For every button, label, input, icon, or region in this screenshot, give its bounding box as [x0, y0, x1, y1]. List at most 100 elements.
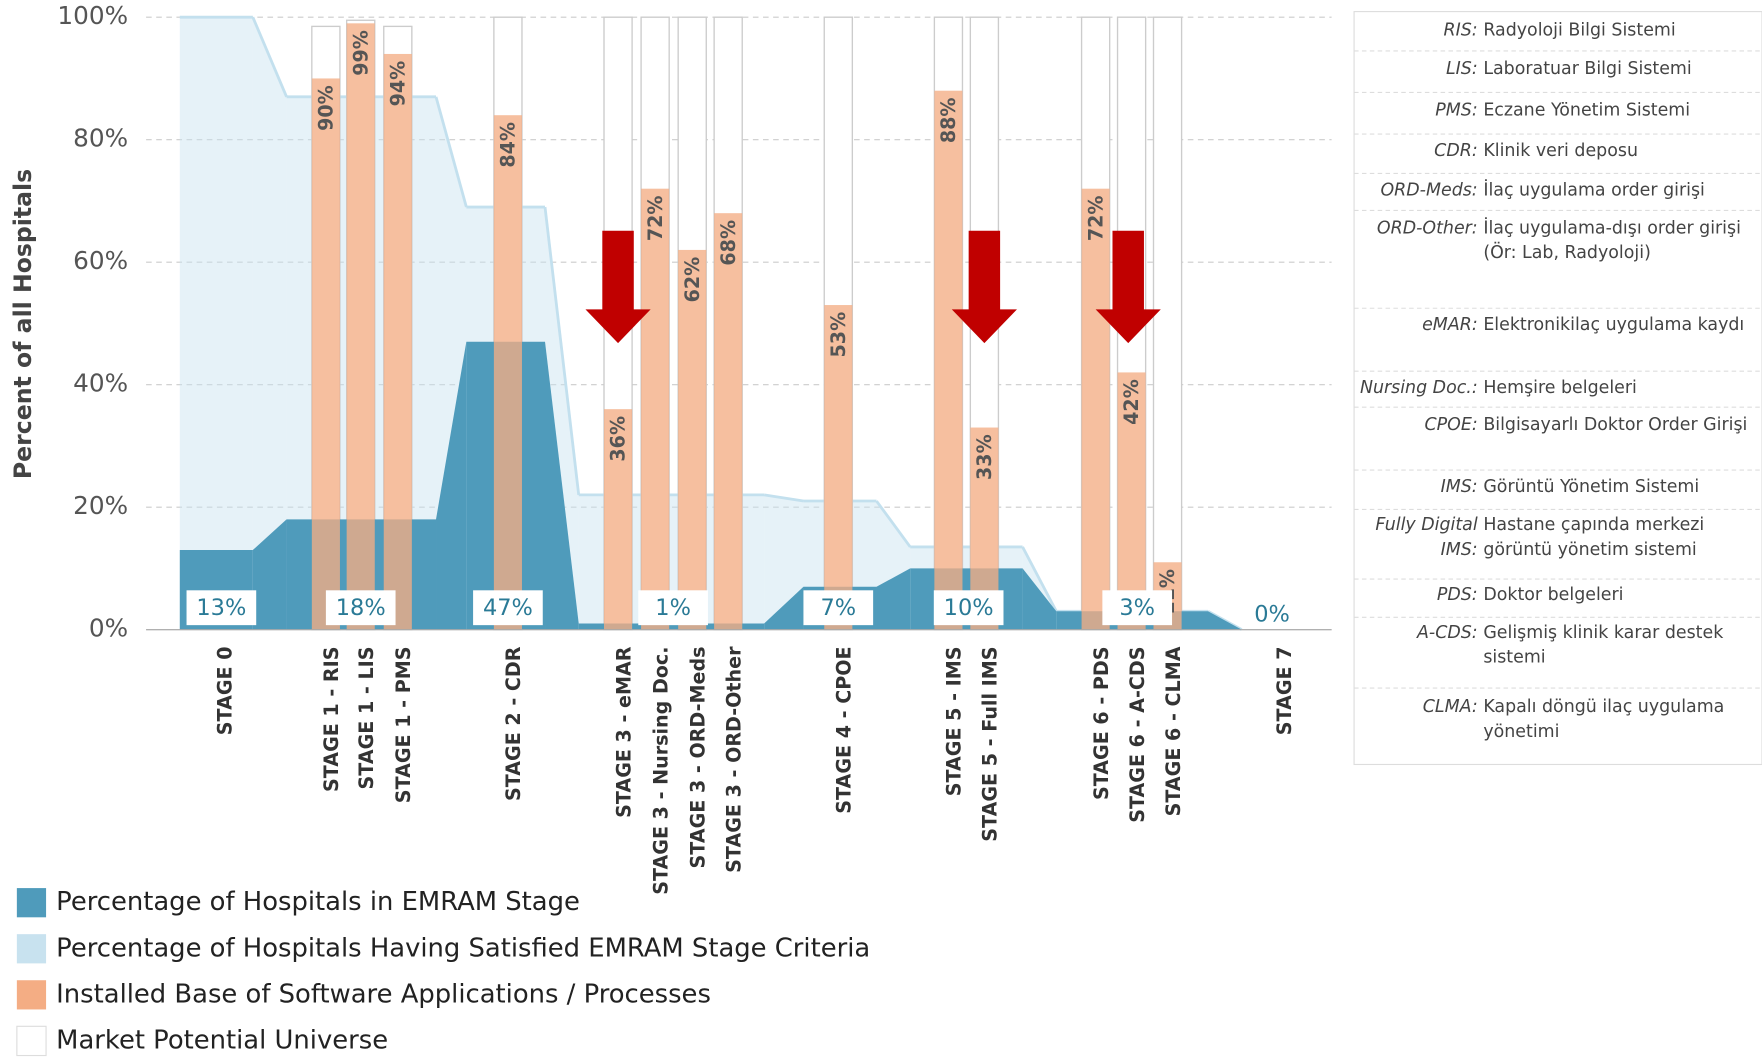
glossary-text: Klinik veri deposu: [1483, 141, 1638, 161]
area-edge: [434, 96, 468, 208]
installed-bar: [934, 90, 963, 630]
bar-value-label: 53%: [827, 312, 850, 358]
area-edge: [251, 16, 288, 98]
y-tick-label: 0%: [89, 614, 128, 643]
stage-label-box: [325, 590, 396, 626]
area-transition: [545, 341, 579, 630]
glossary-text: Hemşire belgeleri: [1483, 378, 1637, 398]
area-transition: [1022, 568, 1057, 630]
glossary-term: ORD-Other:: [1377, 218, 1478, 238]
area-edge: [1021, 546, 1058, 612]
stage-label-box: [638, 590, 708, 626]
red-arrow: [1095, 230, 1161, 344]
installed-bar: [714, 213, 743, 630]
y-tick-label: 40%: [73, 369, 128, 398]
area-transition: [252, 17, 287, 630]
glossary-text: Eczane Yönetim Sistemi: [1483, 100, 1690, 120]
stage-value-label: 18%: [336, 595, 386, 621]
installed-bar: [824, 305, 853, 630]
glossary-term: CLMA:: [1423, 697, 1478, 717]
bar-value-label: 99%: [349, 30, 372, 76]
y-tick-label: 80%: [73, 124, 128, 153]
x-tick-label: STAGE 3 - Nursing Doc.: [649, 646, 672, 894]
x-tick-label: STAGE 2 - CDR: [502, 646, 525, 801]
installed-bar: [641, 188, 670, 630]
bar-value-label: 36%: [607, 416, 630, 462]
x-tick-label: STAGE 6 - PDS: [1090, 646, 1113, 800]
x-tick-label: STAGE 6 - A-CDS: [1126, 646, 1149, 822]
glossary-term: ORD-Meds:: [1380, 180, 1477, 200]
glossary-text: sistemi: [1483, 648, 1545, 668]
area-transition: [252, 519, 287, 630]
glossary-term: IMS:: [1441, 540, 1478, 560]
bar-value-label: 90%: [315, 85, 338, 131]
bar-value-label: 62%: [681, 257, 704, 303]
x-tick-label: STAGE 3 - ORD-Other: [722, 646, 745, 873]
installed-bar: [604, 409, 633, 630]
bar-value-label: 72%: [644, 195, 667, 241]
stage-label-box: [473, 590, 543, 626]
installed-bar: [678, 249, 707, 630]
legend-swatch: [16, 888, 47, 918]
bar-value-label: 88%: [937, 97, 960, 143]
installed-bar: [493, 115, 522, 630]
glossary-term: IMS:: [1441, 477, 1478, 497]
glossary-text: Elektronikilaç uygulama kaydı: [1483, 315, 1744, 335]
stage-label-box: [186, 590, 257, 626]
glossary-text: Radyoloji Bilgi Sistemi: [1483, 21, 1675, 41]
legend-swatch: [16, 980, 47, 1010]
stage-value-label: 47%: [483, 595, 533, 621]
x-tick-label: STAGE 4 - CPOE: [833, 646, 856, 813]
area-transition: [764, 586, 804, 630]
x-tick-label: STAGE 0: [213, 646, 236, 735]
glossary-text: görüntü yönetim sistemi: [1483, 540, 1696, 560]
stage-value-label: 0%: [1254, 602, 1290, 628]
glossary-term: Nursing Doc.:: [1360, 378, 1478, 398]
legend-label: Market Potential Universe: [56, 1025, 388, 1055]
glossary-text: Kapalı döngü ilaç uygulama: [1483, 697, 1724, 717]
glossary-term: A-CDS:: [1416, 623, 1478, 643]
legend-label: Percentage of Hospitals in EMRAM Stage: [56, 887, 580, 917]
legend-swatch: [16, 1025, 47, 1057]
y-tick-label: 20%: [73, 491, 128, 520]
bar-value-label: 72%: [1084, 195, 1107, 241]
glossary-term: PMS:: [1435, 100, 1477, 120]
area-edge: [875, 500, 912, 548]
glossary-term: eMAR:: [1422, 315, 1478, 335]
glossary-term: CDR:: [1434, 141, 1478, 161]
area-transition: [436, 341, 467, 630]
glossary-text: İlaç uygulama-dışı order girişi: [1483, 217, 1741, 238]
glossary-text: Görüntü Yönetim Sistemi: [1483, 477, 1699, 497]
x-tick-label: STAGE 1 - RIS: [320, 646, 343, 791]
installed-bar: [346, 23, 375, 630]
glossary-text: Doktor belgeleri: [1483, 585, 1623, 605]
installed-bar: [311, 78, 340, 630]
y-axis-label: Percent of all Hospitals: [9, 169, 37, 479]
stage-label-box: [933, 590, 1004, 626]
stage-value-label: 13%: [196, 595, 246, 621]
bar-value-label: 94%: [386, 61, 409, 107]
y-tick-label: 60%: [73, 246, 128, 275]
x-tick-label: STAGE 3 - eMAR: [612, 646, 635, 818]
glossary-text: Hastane çapında merkezi: [1483, 515, 1704, 535]
glossary-term: RIS:: [1444, 21, 1478, 41]
stage-label-box: [1102, 590, 1173, 626]
market-bar: [1152, 16, 1183, 631]
legend-label: Installed Base of Software Applications …: [56, 979, 711, 1009]
glossary-text: Laboratuar Bilgi Sistemi: [1483, 59, 1691, 79]
glossary-term: LIS:: [1446, 59, 1478, 79]
glossary-text: İlaç uygulama order girişi: [1483, 179, 1705, 200]
x-tick-label: STAGE 3 - ORD-Meds: [686, 646, 709, 868]
stage-value-label: 10%: [944, 595, 994, 621]
glossary-text: Bilgisayarlı Doktor Order Girişi: [1483, 415, 1747, 435]
x-tick-label: STAGE 7: [1273, 646, 1296, 735]
bar-value-label: 33%: [973, 434, 996, 480]
y-tick-label: 100%: [57, 1, 128, 30]
area-edge: [543, 206, 581, 496]
glossary-term: Fully Digital: [1375, 515, 1477, 535]
installed-bar: [383, 53, 412, 630]
legend-label: Percentage of Hospitals Having Satisfied…: [56, 933, 870, 963]
x-tick-label: STAGE 1 - LIS: [355, 646, 378, 789]
